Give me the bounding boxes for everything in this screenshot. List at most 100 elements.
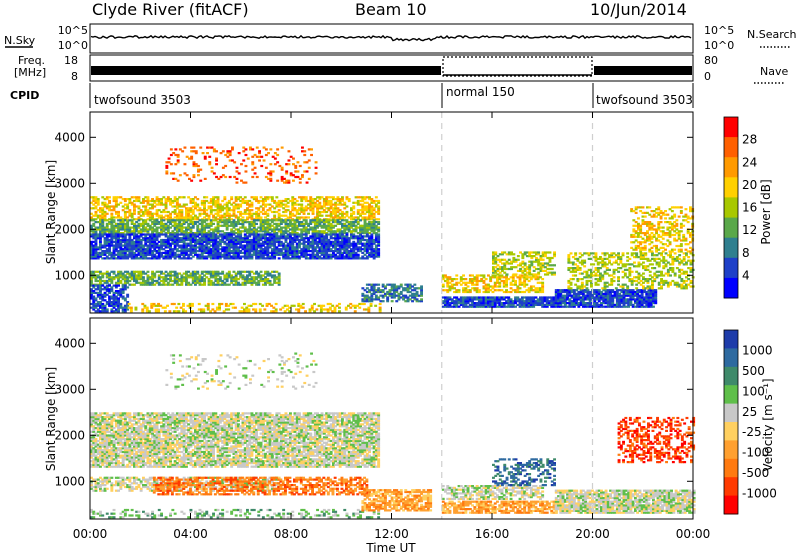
heatmap-cell (320, 253, 324, 256)
heatmap-cell (255, 196, 258, 199)
heatmap-cell (237, 230, 240, 233)
heatmap-cell (126, 308, 130, 311)
heatmap-cell (377, 222, 381, 225)
heatmap-cell (381, 283, 385, 286)
heatmap-cell (187, 281, 191, 284)
heatmap-cell (282, 219, 286, 222)
heatmap-cell (137, 244, 141, 247)
freq-band-2 (594, 66, 692, 75)
heatmap-cell (162, 226, 166, 229)
heatmap-cell (117, 222, 120, 225)
heatmap-cell (329, 240, 333, 243)
heatmap-cell (198, 244, 202, 247)
heatmap-cell (266, 242, 270, 245)
heatmap-cell (291, 255, 295, 258)
heatmap-cell (146, 246, 150, 249)
heatmap-cell (243, 279, 247, 283)
heatmap-cell (365, 216, 369, 219)
heatmap-cell (275, 201, 279, 204)
heatmap-cell (130, 214, 134, 217)
heatmap-cell (257, 250, 261, 253)
heatmap-cell (325, 207, 329, 210)
heatmap-cell (117, 284, 120, 287)
heatmap-cell (130, 196, 134, 199)
heatmap-cell (142, 222, 145, 225)
heatmap-cell (276, 179, 280, 182)
heatmap-cell (319, 306, 323, 309)
heatmap-cell (135, 198, 139, 201)
heatmap-cell (298, 177, 302, 180)
heatmap-cell (148, 238, 152, 242)
heatmap-cell (345, 244, 349, 247)
heatmap-cell (146, 209, 150, 212)
heatmap-cell (455, 298, 459, 301)
heatmap-cell (92, 240, 96, 243)
heatmap-cell (108, 302, 111, 306)
heatmap-cell (311, 199, 315, 203)
heatmap-cell (311, 257, 315, 260)
heatmap-cell (103, 257, 107, 260)
heatmap-cell (261, 251, 265, 254)
heatmap-cell (277, 205, 281, 208)
heatmap-cell (529, 278, 533, 281)
heatmap-cell (108, 257, 111, 260)
heatmap-cell (332, 242, 335, 245)
heatmap-cell (336, 238, 340, 242)
heatmap-cell (353, 306, 357, 309)
heatmap-cell (446, 300, 450, 303)
heatmap-cell (520, 298, 524, 301)
heatmap-cell (298, 255, 301, 258)
heatmap-cell (329, 207, 333, 210)
heatmap-cell (133, 242, 136, 245)
heatmap-cell (273, 152, 277, 155)
heatmap-cell (189, 250, 193, 253)
heatmap-cell (273, 270, 277, 273)
heatmap-cell (341, 212, 344, 215)
heatmap-cell (200, 255, 204, 258)
heatmap-cell (108, 274, 111, 277)
heatmap-cell (259, 216, 263, 219)
heatmap-cell (543, 298, 547, 301)
heatmap-cell (117, 301, 120, 304)
heatmap-cell (216, 203, 220, 206)
heatmap-cell (334, 224, 338, 227)
heatmap-cell (446, 285, 450, 288)
heatmap-cell (349, 306, 353, 309)
heatmap-cell (175, 226, 179, 229)
heatmap-cell (300, 196, 304, 199)
heatmap-cell (261, 198, 265, 201)
heatmap-cell (194, 203, 197, 206)
heatmap-cell (292, 179, 295, 182)
heatmap-cell (198, 228, 202, 231)
heatmap-cell (290, 304, 294, 307)
heatmap-cell (264, 242, 267, 245)
heatmap-cell (261, 201, 265, 204)
heatmap-cell (155, 279, 159, 283)
heatmap-cell (365, 224, 369, 227)
heatmap-cell (345, 212, 349, 215)
heatmap-cell (190, 146, 194, 149)
heatmap-cell (446, 276, 450, 279)
heatmap-cell (185, 155, 189, 158)
heatmap-cell (194, 237, 197, 240)
heatmap-cell (283, 177, 286, 180)
heatmap-cell (175, 306, 179, 309)
heatmap-cell (196, 250, 200, 253)
heatmap-cell (372, 209, 376, 212)
heatmap-cell (185, 228, 188, 231)
heatmap-cell (139, 244, 143, 247)
heatmap-cell (230, 237, 234, 240)
heatmap-cell (200, 276, 204, 279)
heatmap-cell (356, 222, 360, 225)
heatmap-cell (137, 224, 141, 227)
heatmap-cell (230, 279, 234, 283)
heatmap-cell (516, 287, 520, 290)
heatmap-cell (108, 284, 111, 287)
heatmap-cell (332, 212, 335, 215)
heatmap-cell (248, 235, 252, 238)
heatmap-cell (135, 278, 139, 281)
heatmap-cell (146, 198, 150, 201)
heatmap-cell (189, 276, 193, 279)
heatmap-cell (92, 295, 96, 298)
heatmap-cell (338, 232, 342, 235)
